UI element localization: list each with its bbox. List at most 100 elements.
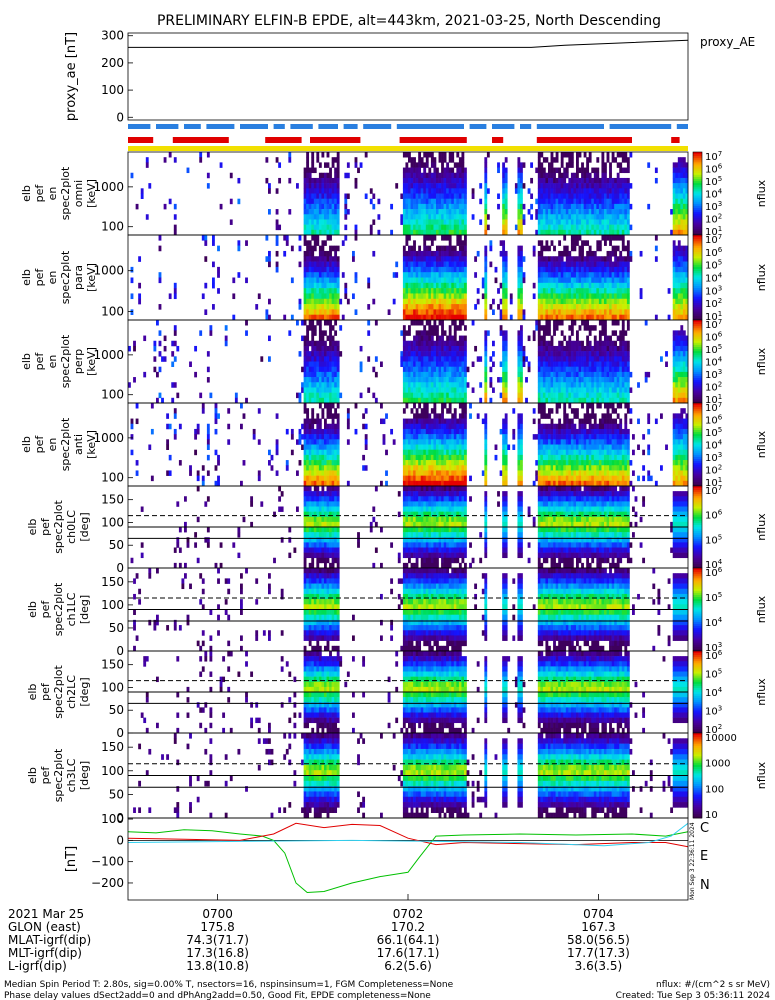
spectrogram-cell bbox=[573, 361, 577, 367]
spectrogram-cell bbox=[306, 454, 310, 461]
spectrogram-cell bbox=[548, 183, 551, 189]
spectrogram-cell bbox=[484, 198, 488, 205]
spectrogram-cell bbox=[542, 188, 546, 194]
spectrogram-cell bbox=[629, 203, 633, 210]
spectrogram-cell bbox=[306, 157, 310, 163]
spectrogram-cell bbox=[624, 193, 628, 199]
spectrogram-cell bbox=[545, 188, 549, 194]
spectrogram-cell bbox=[451, 475, 455, 482]
spectrogram-cell bbox=[334, 261, 338, 268]
spectrogram-cell bbox=[626, 387, 630, 393]
spectrogram-cell bbox=[520, 293, 523, 300]
colorbar-segment bbox=[693, 205, 702, 209]
spectrogram-cell bbox=[326, 219, 330, 225]
spectrogram-cell bbox=[611, 314, 615, 321]
spectrogram-cell bbox=[619, 345, 623, 352]
spectrogram-cell bbox=[425, 198, 429, 205]
spectrogram-cell bbox=[438, 193, 442, 199]
spectrogram-cell bbox=[545, 245, 549, 252]
spectrogram-cell bbox=[576, 377, 579, 383]
spectrogram-cell bbox=[680, 245, 684, 252]
spectrogram-cell bbox=[502, 382, 506, 388]
spectrogram-cell bbox=[324, 219, 327, 225]
spectrogram-cell bbox=[395, 261, 399, 268]
spectrogram-cell bbox=[436, 304, 439, 310]
spectrogram-cell bbox=[438, 434, 442, 440]
legend-proxy-ae: proxy_AE bbox=[700, 35, 755, 49]
spectrogram-cell bbox=[451, 387, 455, 393]
spectrogram-cell bbox=[573, 203, 577, 210]
spectrogram-cell bbox=[596, 157, 600, 163]
spectrogram-cell bbox=[453, 314, 457, 321]
spectrogram-cell bbox=[423, 229, 427, 236]
spectrogram-cell bbox=[629, 152, 633, 158]
spectrogram-cell bbox=[408, 340, 411, 347]
spectrogram-cell bbox=[316, 366, 320, 373]
spectrogram-cell bbox=[402, 439, 406, 445]
spectrogram-cell bbox=[311, 162, 315, 168]
spectrogram-cell bbox=[453, 418, 457, 425]
spectrogram-cell bbox=[626, 298, 630, 305]
spectrogram-cell bbox=[311, 320, 315, 326]
spectrogram-cell bbox=[458, 382, 462, 388]
spectrogram-cell bbox=[591, 356, 595, 362]
spectrogram-cell bbox=[329, 397, 332, 404]
spectrogram-cell bbox=[502, 428, 506, 435]
spectrogram-cell bbox=[680, 387, 684, 393]
spectrogram-cell bbox=[616, 335, 620, 342]
spectrogram-cell bbox=[540, 356, 544, 362]
spectrogram-cell bbox=[298, 298, 302, 305]
spectrogram-cell bbox=[464, 277, 467, 284]
spectrogram-cell bbox=[446, 282, 450, 289]
spectrogram-cell bbox=[568, 177, 572, 184]
spectrogram-cell bbox=[316, 266, 320, 273]
spectrogram-cell bbox=[354, 183, 358, 189]
spectrogram-cell bbox=[402, 152, 406, 158]
spectrogram-cell bbox=[326, 266, 330, 273]
spectrogram-cell bbox=[560, 397, 564, 404]
spectrogram-cell bbox=[364, 444, 368, 450]
spectrogram-cell bbox=[217, 454, 220, 461]
spectrogram-cell bbox=[209, 392, 213, 399]
spectrogram-cell bbox=[672, 314, 676, 321]
spectrogram-cell bbox=[446, 188, 450, 194]
spectrogram-cell bbox=[583, 282, 587, 289]
spectrogram-cell bbox=[621, 320, 625, 326]
spectrogram-cell bbox=[606, 356, 610, 362]
spectrogram-cell bbox=[461, 250, 465, 257]
spectrogram-cell bbox=[364, 152, 368, 158]
spectrogram-cell bbox=[438, 460, 442, 466]
spectrogram-cell bbox=[606, 304, 610, 310]
spectrogram-cell bbox=[425, 177, 429, 184]
spectrogram-cell bbox=[548, 320, 551, 326]
colorbar-segment bbox=[693, 386, 702, 389]
spectrogram-cell bbox=[609, 298, 612, 305]
spectrogram-cell bbox=[578, 298, 582, 305]
spectrogram-cell bbox=[560, 371, 564, 378]
spectrogram-cell bbox=[520, 340, 523, 347]
spectrogram-cell bbox=[430, 229, 434, 236]
spectrogram-cell bbox=[586, 193, 590, 199]
spectrogram-cell bbox=[604, 366, 607, 373]
spectrogram-cell bbox=[578, 177, 582, 184]
spectrogram-cell bbox=[520, 325, 523, 331]
spectrogram-cell bbox=[415, 439, 419, 445]
spectrogram-cell bbox=[324, 162, 327, 168]
spectrogram-cell bbox=[583, 214, 587, 220]
spectrogram-cell bbox=[173, 434, 177, 440]
spectrogram-cell bbox=[436, 229, 439, 236]
spectrogram-cell bbox=[415, 261, 419, 268]
spectrogram-cell bbox=[553, 172, 556, 179]
spectrogram-cell bbox=[275, 266, 279, 273]
spectrogram-cell bbox=[329, 193, 332, 199]
spectrogram-cell bbox=[318, 366, 322, 373]
spectrogram-cell bbox=[150, 403, 154, 409]
spectrogram-cell bbox=[517, 293, 521, 300]
spectrogram-cell bbox=[621, 309, 625, 315]
spectrogram-cell bbox=[324, 240, 327, 246]
spectrogram-cell bbox=[675, 282, 679, 289]
spectrogram-cell bbox=[306, 382, 310, 388]
spectrogram-cell bbox=[461, 397, 465, 404]
spectrogram-cell bbox=[415, 460, 419, 466]
spectrogram-cell bbox=[453, 282, 457, 289]
